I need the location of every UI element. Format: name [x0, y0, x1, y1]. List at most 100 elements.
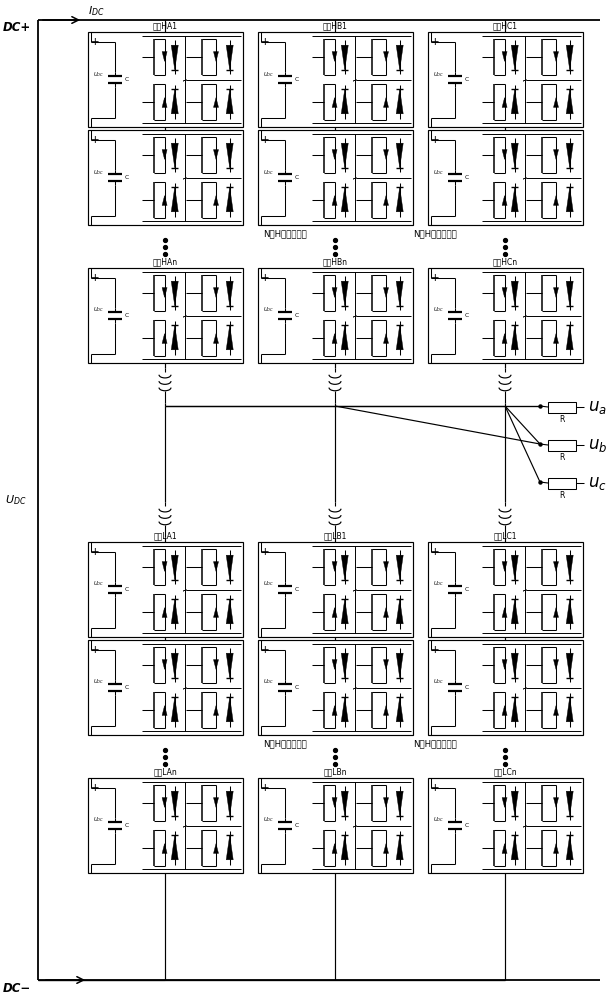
Bar [258, 32, 413, 127]
Polygon shape [226, 599, 233, 624]
Polygon shape [332, 562, 337, 571]
Polygon shape [332, 334, 337, 343]
Polygon shape [502, 706, 507, 715]
Polygon shape [226, 697, 233, 722]
Polygon shape [332, 196, 337, 205]
Polygon shape [502, 562, 507, 571]
Polygon shape [511, 325, 518, 350]
Text: +: + [91, 783, 100, 793]
Text: +: + [431, 37, 440, 47]
Polygon shape [214, 798, 219, 807]
Polygon shape [214, 562, 219, 571]
Text: −: − [261, 212, 270, 222]
Polygon shape [162, 706, 167, 715]
Text: C: C [464, 313, 468, 318]
Text: 模块HA1: 模块HA1 [153, 21, 178, 30]
Polygon shape [566, 143, 573, 168]
Polygon shape [214, 150, 219, 159]
Text: 模块HCn: 模块HCn [493, 257, 518, 266]
Text: +: + [261, 37, 270, 47]
Polygon shape [171, 89, 178, 114]
Polygon shape [502, 798, 507, 807]
Polygon shape [384, 196, 389, 205]
Text: $U_{DC}$: $U_{DC}$ [433, 580, 444, 588]
Polygon shape [511, 599, 518, 624]
Polygon shape [566, 599, 573, 624]
Polygon shape [384, 562, 389, 571]
Text: $U_{DC}$: $U_{DC}$ [433, 816, 444, 824]
Polygon shape [341, 653, 348, 678]
Text: C: C [464, 77, 468, 82]
Text: −: − [261, 722, 270, 732]
Polygon shape [341, 791, 348, 816]
Text: +: + [261, 273, 270, 283]
Bar [88, 542, 243, 637]
Polygon shape [502, 288, 507, 297]
Bar [428, 542, 583, 637]
Polygon shape [341, 835, 348, 860]
Polygon shape [502, 334, 507, 343]
Text: $U_{DC}$: $U_{DC}$ [93, 678, 104, 686]
Text: +: + [431, 135, 440, 145]
Polygon shape [162, 150, 167, 159]
Polygon shape [511, 653, 518, 678]
Text: 模块LC1: 模块LC1 [494, 532, 517, 540]
Text: R: R [559, 452, 565, 462]
Polygon shape [171, 697, 178, 722]
Polygon shape [566, 325, 573, 350]
Text: +: + [431, 783, 440, 793]
Polygon shape [566, 187, 573, 212]
Polygon shape [214, 334, 219, 343]
Text: R: R [559, 490, 565, 499]
Polygon shape [396, 653, 403, 678]
Bar [258, 268, 413, 363]
Polygon shape [502, 98, 507, 107]
Text: +: + [261, 547, 270, 557]
Text: C: C [464, 175, 468, 180]
Polygon shape [384, 608, 389, 617]
Polygon shape [384, 798, 389, 807]
Polygon shape [511, 697, 518, 722]
Polygon shape [341, 555, 348, 580]
Text: $U_{DC}$: $U_{DC}$ [93, 816, 104, 824]
Polygon shape [566, 697, 573, 722]
Text: $U_{DC}$: $U_{DC}$ [93, 580, 104, 588]
Text: N个H桥功率模块: N个H桥功率模块 [263, 229, 307, 238]
Text: +: + [431, 645, 440, 655]
Polygon shape [162, 52, 167, 61]
Text: C: C [464, 823, 468, 828]
Bar [548, 478, 576, 488]
Bar [428, 32, 583, 127]
Text: C: C [464, 685, 468, 690]
Polygon shape [214, 706, 219, 715]
Text: 模块LA1: 模块LA1 [153, 532, 177, 540]
Polygon shape [341, 281, 348, 306]
Text: 模块LB1: 模块LB1 [324, 532, 347, 540]
Polygon shape [332, 706, 337, 715]
Text: C: C [124, 587, 128, 592]
Polygon shape [396, 281, 403, 306]
Polygon shape [162, 798, 167, 807]
Text: C: C [464, 587, 468, 592]
Text: +: + [261, 783, 270, 793]
Bar [88, 778, 243, 873]
Text: $U_{DC}$: $U_{DC}$ [433, 306, 444, 314]
Polygon shape [554, 98, 559, 107]
Polygon shape [566, 791, 573, 816]
Text: −: − [91, 722, 100, 732]
Bar [88, 640, 243, 735]
Text: −: − [261, 860, 270, 870]
Polygon shape [226, 143, 233, 168]
Polygon shape [171, 599, 178, 624]
Polygon shape [341, 599, 348, 624]
Polygon shape [332, 660, 337, 669]
Polygon shape [162, 288, 167, 297]
Text: −: − [431, 350, 440, 360]
Polygon shape [341, 187, 348, 212]
Polygon shape [341, 325, 348, 350]
Text: $u_c$: $u_c$ [588, 474, 607, 492]
Text: C: C [124, 77, 128, 82]
Polygon shape [554, 660, 559, 669]
Text: $U_{DC}$: $U_{DC}$ [263, 816, 274, 824]
Polygon shape [511, 89, 518, 114]
